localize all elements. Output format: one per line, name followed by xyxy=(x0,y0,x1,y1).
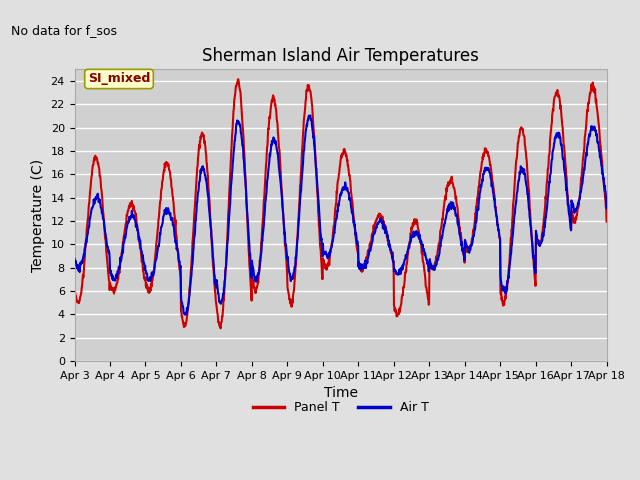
Title: Sherman Island Air Temperatures: Sherman Island Air Temperatures xyxy=(202,47,479,65)
Text: SI_mixed: SI_mixed xyxy=(88,72,150,85)
Text: No data for f_sos: No data for f_sos xyxy=(11,24,116,37)
Y-axis label: Temperature (C): Temperature (C) xyxy=(31,159,45,272)
X-axis label: Time: Time xyxy=(324,386,358,400)
Legend: Panel T, Air T: Panel T, Air T xyxy=(248,396,433,419)
